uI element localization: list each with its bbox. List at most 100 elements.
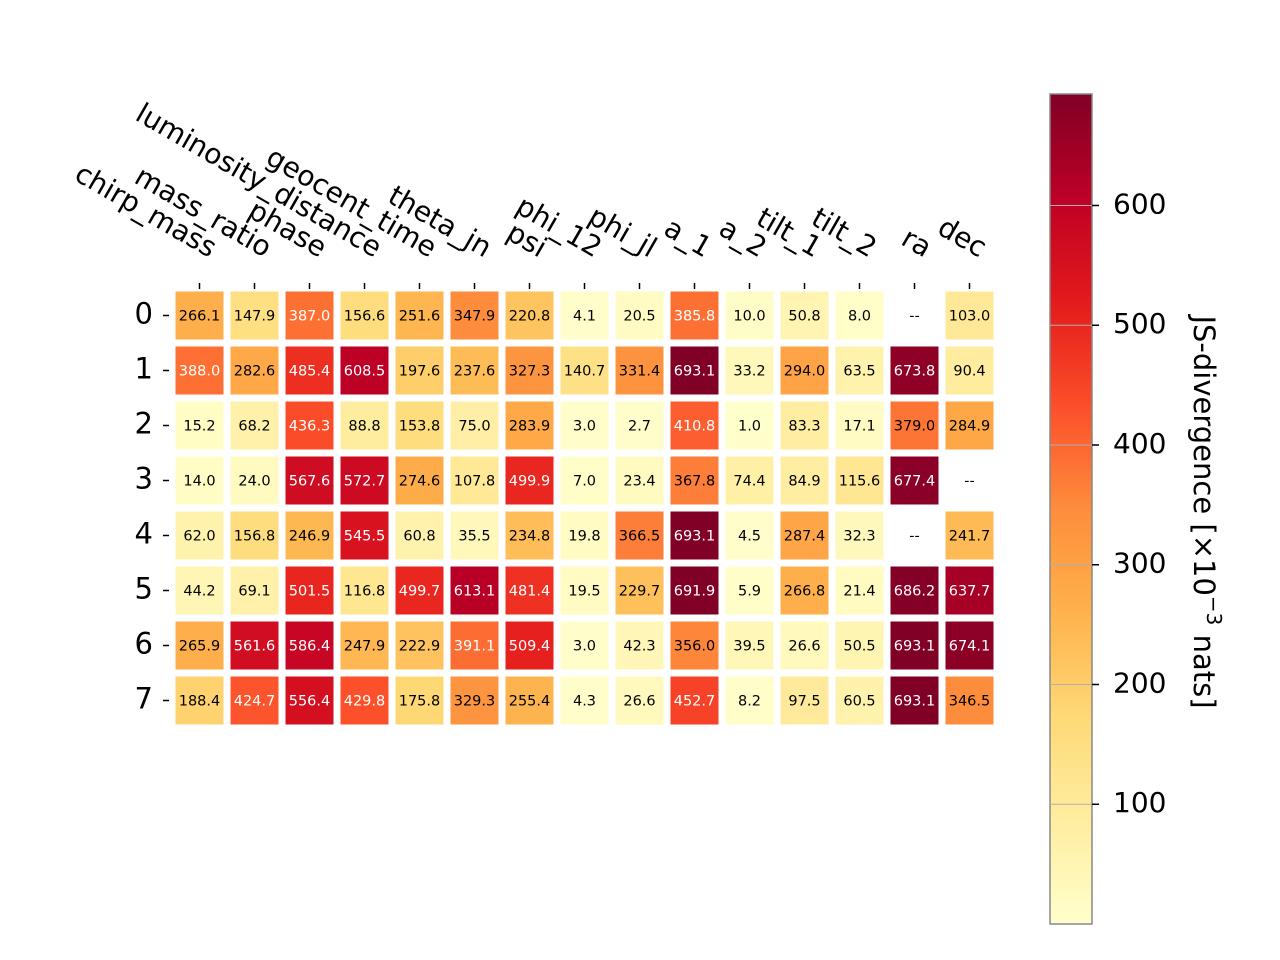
row-label-6: 6 bbox=[135, 627, 153, 661]
heatmap-cell-row-7-a-2 bbox=[725, 676, 774, 725]
row-label-2: 2 bbox=[135, 407, 153, 441]
heatmap-cell-row-5-chirp-mass bbox=[175, 566, 224, 615]
cell-value-row-4-theta-jn: 35.5 bbox=[458, 529, 490, 545]
heatmap-cell-row-1-ra bbox=[890, 346, 939, 395]
heatmap-cell-row-2-psi bbox=[505, 401, 554, 450]
cell-value-row-3-phase: 567.6 bbox=[289, 474, 331, 490]
cell-value-row-7-dec: 346.5 bbox=[949, 694, 991, 710]
heatmap-cell-row-7-luminosity-distance bbox=[340, 676, 389, 725]
heatmap-cell-row-3-psi bbox=[505, 456, 554, 505]
colorbar-label-main: JS-divergence [×10 bbox=[1187, 313, 1221, 595]
colorbar-label: JS-divergence [×10−3 nats] bbox=[1187, 313, 1227, 708]
cell-value-row-2-a-2: 1.0 bbox=[738, 419, 761, 435]
cell-value-row-0-theta-jn: 347.9 bbox=[454, 309, 496, 325]
heatmap-cell-row-1-mass-ratio bbox=[230, 346, 279, 395]
heatmap-cell-row-2-luminosity-distance bbox=[340, 401, 389, 450]
heatmap-cell-row-6-tilt-2 bbox=[835, 621, 884, 670]
cell-value-row-0-phi-12: 4.1 bbox=[573, 309, 596, 325]
heatmap-cell-row-3-geocent-time bbox=[395, 456, 444, 505]
cell-value-row-7-chirp-mass: 188.4 bbox=[179, 694, 221, 710]
cell-value-row-1-phi-12: 140.7 bbox=[564, 364, 606, 380]
heatmap-cell-row-5-luminosity-distance bbox=[340, 566, 389, 615]
cell-value-row-6-tilt-1: 26.6 bbox=[788, 639, 820, 655]
heatmap-cell-row-3-a-1 bbox=[670, 456, 719, 505]
heatmap-cell-row-0-dec bbox=[945, 291, 994, 340]
cell-value-row-4-tilt-2: 32.3 bbox=[843, 529, 875, 545]
cell-value-row-1-geocent-time: 197.6 bbox=[399, 364, 441, 380]
heatmap-cell-row-0-phi-12 bbox=[560, 291, 609, 340]
cell-value-row-6-phi-12: 3.0 bbox=[573, 639, 596, 655]
heatmap-cell-row-6-theta-jn bbox=[450, 621, 499, 670]
cell-value-row-3-tilt-2: 115.6 bbox=[839, 474, 881, 490]
colorbar-gradient bbox=[1049, 93, 1093, 925]
cell-value-row-5-phi-jl: 229.7 bbox=[619, 584, 661, 600]
cell-value-row-6-psi: 509.4 bbox=[509, 639, 551, 655]
heatmap-cell-row-5-a-2 bbox=[725, 566, 774, 615]
heatmap-cell-row-1-dec bbox=[945, 346, 994, 395]
heatmap-cell-row-5-phi-jl bbox=[615, 566, 664, 615]
heatmap-cell-row-0-phi-jl bbox=[615, 291, 664, 340]
heatmap-cell-row-3-dec bbox=[945, 456, 994, 505]
cell-value-row-7-phi-12: 4.3 bbox=[573, 694, 596, 710]
cell-value-row-1-psi: 327.3 bbox=[509, 364, 551, 380]
cell-value-row-3-theta-jn: 107.8 bbox=[454, 474, 496, 490]
heatmap-cell-row-3-phi-12 bbox=[560, 456, 609, 505]
heatmap-cell-row-1-geocent-time bbox=[395, 346, 444, 395]
heatmap-cell-row-5-phase bbox=[285, 566, 334, 615]
cell-value-row-3-a-1: 367.8 bbox=[674, 474, 716, 490]
cell-value-row-7-tilt-1: 97.5 bbox=[788, 694, 820, 710]
heatmap-cell-row-1-a-1 bbox=[670, 346, 719, 395]
cell-value-row-3-ra: 677.4 bbox=[894, 474, 936, 490]
cell-value-row-7-phi-jl: 26.6 bbox=[623, 694, 655, 710]
colorbar: 100 200 300 400 500 600 JS-divergence [×10−3 … bbox=[1049, 93, 1227, 925]
heatmap-cell-row-2-dec bbox=[945, 401, 994, 450]
cell-value-row-3-psi: 499.9 bbox=[509, 474, 551, 490]
cell-value-row-0-dec: 103.0 bbox=[949, 309, 991, 325]
cell-value-row-5-phi-12: 19.5 bbox=[568, 584, 600, 600]
cell-value-row-0-tilt-2: 8.0 bbox=[848, 309, 871, 325]
cell-value-row-1-phase: 485.4 bbox=[289, 364, 331, 380]
heatmap-cell-row-6-psi bbox=[505, 621, 554, 670]
cell-value-row-1-luminosity-distance: 608.5 bbox=[344, 364, 386, 380]
cell-value-row-5-psi: 481.4 bbox=[509, 584, 551, 600]
row-label-1: 1 bbox=[135, 352, 153, 386]
heatmap-cell-row-3-tilt-1 bbox=[780, 456, 829, 505]
colorbar-tick-label-500: 500 bbox=[1113, 307, 1166, 340]
heatmap-cell-row-1-tilt-1 bbox=[780, 346, 829, 395]
heatmap-cell-row-4-tilt-1 bbox=[780, 511, 829, 560]
heatmap-cell-row-6-phi-12 bbox=[560, 621, 609, 670]
cell-value-row-5-dec: 637.7 bbox=[949, 584, 991, 600]
cell-value-row-4-phase: 246.9 bbox=[289, 529, 331, 545]
heatmap-cell-row-7-dec bbox=[945, 676, 994, 725]
heatmap-cell-row-3-luminosity-distance bbox=[340, 456, 389, 505]
cell-value-row-6-a-1: 356.0 bbox=[674, 639, 716, 655]
colorbar-ticks: 100 200 300 400 500 600 bbox=[1050, 187, 1166, 819]
heatmap-cell-row-4-ra bbox=[890, 511, 939, 560]
heatmap-cell-row-4-a-1 bbox=[670, 511, 719, 560]
heatmap-cell-row-5-mass-ratio bbox=[230, 566, 279, 615]
cell-value-row-4-geocent-time: 60.8 bbox=[403, 529, 435, 545]
cell-value-row-5-mass-ratio: 69.1 bbox=[238, 584, 270, 600]
cell-value-row-1-tilt-2: 63.5 bbox=[843, 364, 875, 380]
cell-value-row-3-luminosity-distance: 572.7 bbox=[344, 474, 386, 490]
heatmap-cell-row-0-luminosity-distance bbox=[340, 291, 389, 340]
cell-value-row-2-phase: 436.3 bbox=[289, 419, 331, 435]
heatmap-cell-row-6-a-1 bbox=[670, 621, 719, 670]
cell-value-row-0-phi-jl: 20.5 bbox=[623, 309, 655, 325]
heatmap-cell-row-0-tilt-2 bbox=[835, 291, 884, 340]
heatmap-cell-row-3-tilt-2 bbox=[835, 456, 884, 505]
heatmap-cell-row-5-ra bbox=[890, 566, 939, 615]
heatmap-cell-row-7-chirp-mass bbox=[175, 676, 224, 725]
colorbar-label-tail: nats] bbox=[1187, 625, 1221, 708]
cell-value-row-5-luminosity-distance: 116.8 bbox=[344, 584, 386, 600]
heatmap-cell-row-6-phi-jl bbox=[615, 621, 664, 670]
heatmap-cell-row-4-dec bbox=[945, 511, 994, 560]
cell-value-row-2-theta-jn: 75.0 bbox=[458, 419, 490, 435]
cell-value-row-4-tilt-1: 287.4 bbox=[784, 529, 826, 545]
cell-value-row-7-geocent-time: 175.8 bbox=[399, 694, 441, 710]
cell-value-row-0-ra: -- bbox=[909, 309, 919, 325]
colorbar-tick-label-100: 100 bbox=[1113, 786, 1166, 819]
colorbar-tick-label-600: 600 bbox=[1113, 187, 1166, 220]
heatmap-cell-row-1-phi-12 bbox=[560, 346, 609, 395]
heatmap-cell-row-2-tilt-1 bbox=[780, 401, 829, 450]
